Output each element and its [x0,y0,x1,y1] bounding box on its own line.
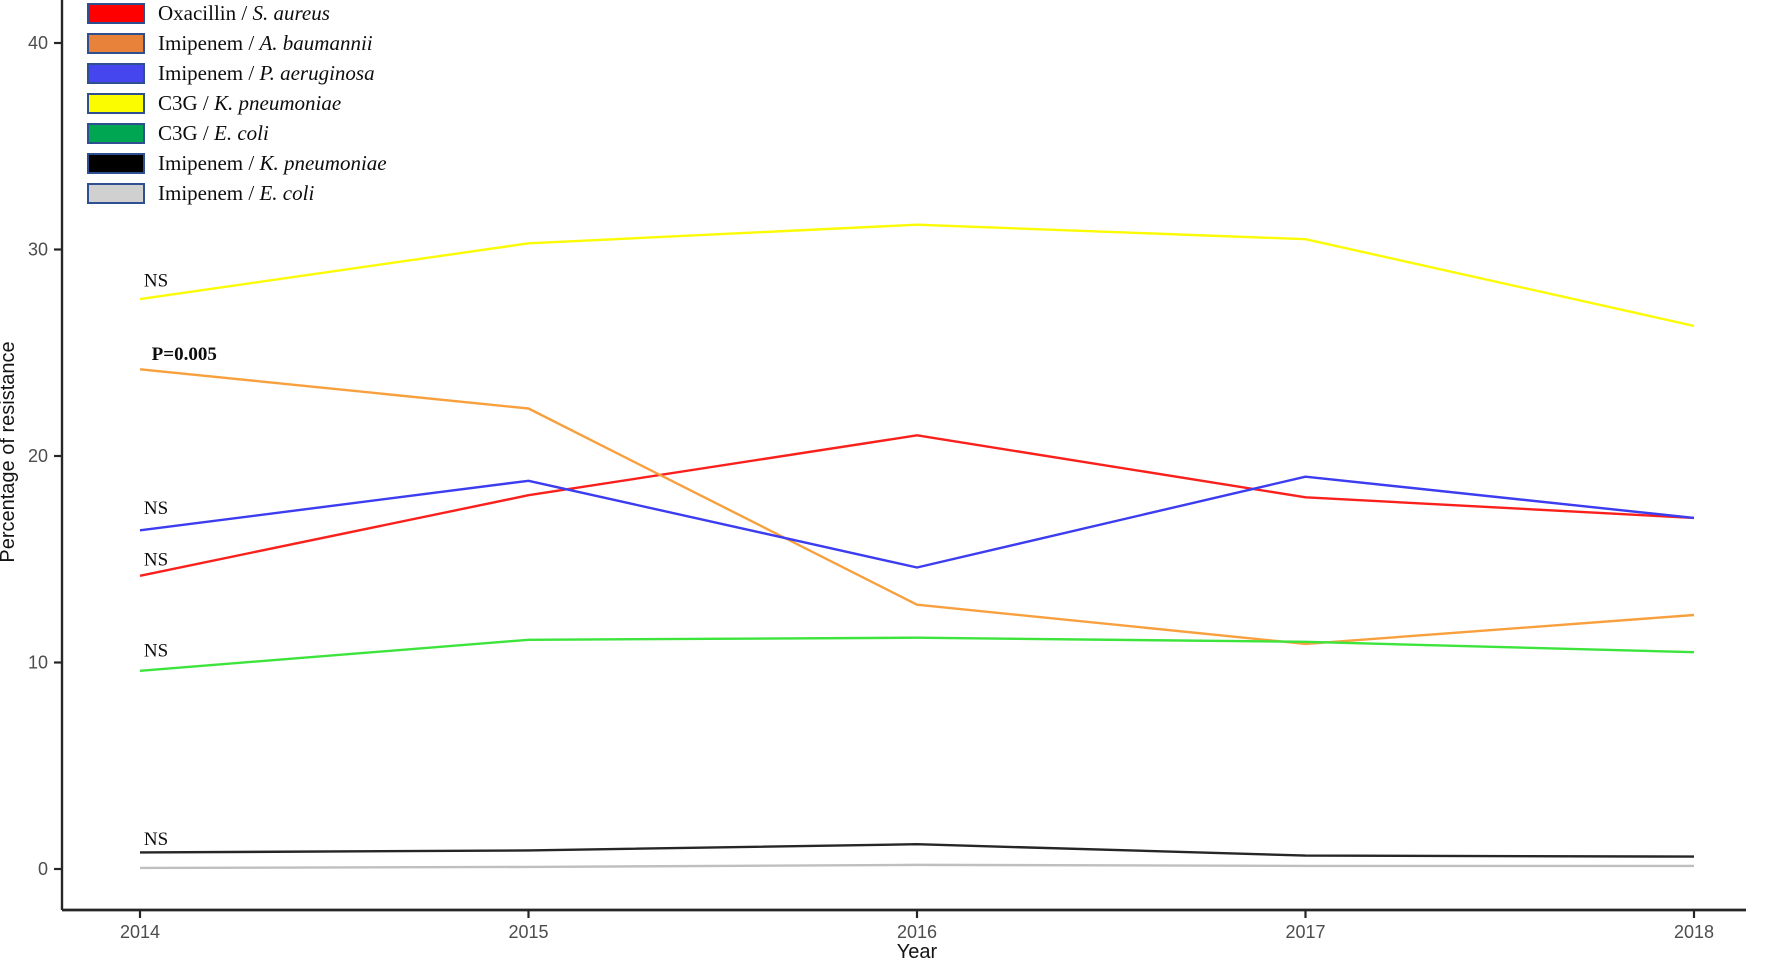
legend-swatch [87,33,145,54]
legend-label: Oxacillin / S. aureus [158,1,330,25]
legend-item-c3g-k-pneumoniae: C3G / K. pneumoniae [87,93,387,114]
x-tick-label: 2017 [1285,922,1325,942]
series-lines [139,223,1695,870]
legend-swatch [87,153,145,174]
series-line-c3g-e-coli [139,636,1695,672]
x-tick-label: 2014 [120,922,160,942]
legend-item-imipenem-a-baumannii: Imipenem / A. baumannii [87,33,387,54]
axes: 0 10 20 30 40 2014 2015 2016 2017 2018 [28,0,1746,942]
x-tick-label: 2015 [508,922,548,942]
y-axis-title: Percentage of resistance [0,341,19,562]
annotation-ns-imipenem-k-pneumoniae: NS [144,829,168,850]
y-tick-label: 20 [28,446,48,466]
annotation-p-0-005-imipenem-a-baumannii: P=0.005 [152,344,217,365]
annotation-ns-c3g-k-pneumoniae: NS [144,271,168,292]
legend-item-c3g-e-coli: C3G / E. coli [87,123,387,144]
series-line-imipenem-k-pneumoniae [139,843,1695,858]
series-line-imipenem-e-coli [139,863,1694,870]
legend-swatch [87,93,145,114]
series-line-c3g-k-pneumoniae [139,223,1695,328]
legend-label: Imipenem / E. coli [158,181,315,205]
legend: Oxacillin / S. aureus Imipenem / A. bauma… [87,3,387,213]
legend-swatch [87,123,145,144]
annotation-ns-imipenem-p-aeruginosa: NS [144,498,168,519]
legend-item-oxacillin-s-aureus: Oxacillin / S. aureus [87,3,387,24]
legend-swatch [87,63,145,84]
y-tick-label: 0 [38,859,48,879]
annotation-ns-c3g-e-coli: NS [144,640,168,661]
series-line-oxacillin-s-aureus [139,434,1695,577]
annotation-layer: NS P=0.005 NS NS NS NS [144,271,217,850]
legend-label: Imipenem / P. aeruginosa [158,61,375,85]
series-line-imipenem-a-baumannii [139,368,1695,646]
y-tick-label: 10 [28,653,48,673]
legend-item-imipenem-e-coli: Imipenem / E. coli [87,183,387,204]
legend-swatch [87,183,145,204]
legend-label: C3G / E. coli [158,121,269,145]
x-tick-label: 2016 [897,922,937,942]
legend-item-imipenem-p-aeruginosa: Imipenem / P. aeruginosa [87,63,387,84]
legend-label: C3G / K. pneumoniae [158,91,342,115]
series-line-imipenem-p-aeruginosa [139,475,1695,569]
y-tick-label: 40 [28,33,48,53]
y-tick-label: 30 [28,240,48,260]
legend-label: Imipenem / K. pneumoniae [158,151,387,175]
x-tick-label: 2018 [1674,922,1714,942]
legend-label: Imipenem / A. baumannii [158,31,373,55]
legend-swatch [87,3,145,24]
annotation-ns-oxacillin-s-aureus: NS [144,549,168,570]
legend-item-imipenem-k-pneumoniae: Imipenem / K. pneumoniae [87,153,387,174]
x-axis-title: Year [897,941,938,963]
